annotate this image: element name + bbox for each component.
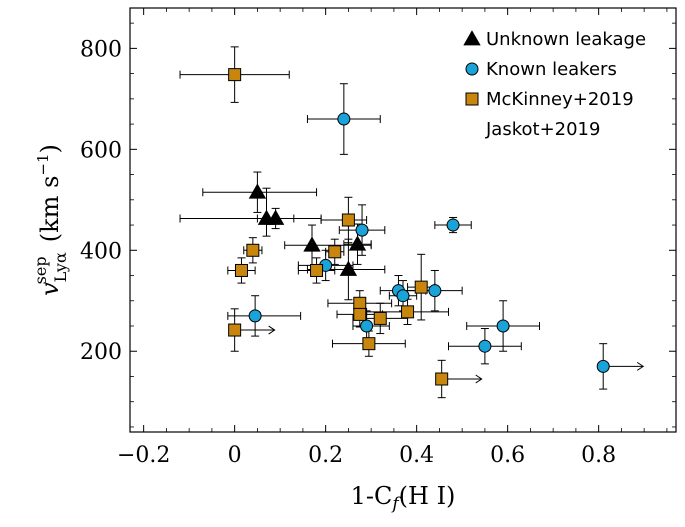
data-point-square [328, 245, 342, 259]
data-point-circle [248, 309, 262, 323]
data-point-square [414, 280, 428, 294]
x-tick-label: 0.6 [490, 443, 525, 468]
y-tick-label: 800 [80, 37, 122, 62]
data-point-square [435, 372, 449, 386]
y-axis-label: vsepLyα (km s−1) [31, 144, 70, 296]
data-point-triangle [339, 260, 358, 276]
y-axis-label-units: (km s [36, 176, 64, 243]
y-tick-label: 200 [80, 340, 122, 365]
data-point-triangle [266, 209, 285, 225]
data-point-square [341, 213, 355, 227]
data-point-circle [446, 218, 460, 232]
x-axis-label: 1-Cf(H I) [351, 482, 456, 514]
limit-arrow-head [636, 361, 645, 371]
y-axis-label-units-exp: −1 [34, 153, 52, 175]
data-point-circle [478, 339, 492, 353]
data-point-circle [355, 223, 369, 237]
limit-arrow-head [268, 325, 276, 335]
legend-label: Jaskot+2019 [485, 119, 600, 140]
data-point-triangle [348, 235, 367, 251]
data-point-triangle [248, 183, 267, 199]
data-point-square [310, 263, 324, 277]
y-axis-label-main: v [36, 282, 64, 296]
data-point-circle [396, 289, 410, 303]
x-axis-label-sub: f [390, 494, 401, 514]
data-point-circle [337, 112, 351, 126]
legend-marker-triangle [463, 30, 481, 46]
x-tick-label: −0.2 [117, 443, 170, 468]
axis-ticks [130, 8, 676, 432]
x-tick-label: 0 [228, 443, 242, 468]
legend-label: Known leakers [486, 59, 617, 80]
data-point-circle [596, 359, 610, 373]
data-point-circle [496, 319, 510, 333]
legend-label: Unknown leakage [486, 29, 646, 50]
tick-labels: −0.2 0 0.2 0.4 0.6 0.8 200 400 600 800 [80, 37, 616, 468]
data-point-triangle [303, 236, 321, 252]
data-point-square [362, 337, 376, 351]
y-axis-label-units-close: ) [36, 144, 64, 153]
legend-label: McKinney+2019 [486, 89, 634, 110]
data-point-square [401, 305, 415, 319]
legend-marker-square [465, 92, 479, 106]
x-tick-label: 0.4 [399, 443, 434, 468]
legend: Unknown leakage Known leakers McKinney+201… [463, 29, 646, 140]
x-tick-label: 0.8 [581, 443, 616, 468]
data-markers [228, 68, 610, 386]
data-point-square [353, 296, 367, 310]
data-point-square [228, 323, 242, 337]
legend-marker-circle [465, 62, 479, 76]
x-axis-label-suffix: (H I) [399, 482, 456, 510]
data-point-square [353, 307, 367, 321]
y-axis-label-sup: sep [31, 256, 50, 284]
x-tick-label: 0.2 [308, 443, 343, 468]
y-axis-label-group: vsepLyα (km s−1) [31, 144, 70, 296]
data-point-square [373, 311, 387, 325]
x-axis-label-main: 1-C [351, 482, 393, 510]
y-tick-label: 600 [80, 138, 122, 163]
data-point-circle [360, 319, 374, 333]
data-point-square [228, 68, 242, 82]
plot-frame [129, 7, 677, 433]
y-axis-label-sub: Lyα [51, 252, 70, 282]
data-point-circle [428, 284, 442, 298]
y-tick-label: 400 [80, 239, 122, 264]
data-point-square [246, 243, 260, 257]
data-point-square [234, 263, 248, 277]
limit-arrow-head [475, 374, 483, 384]
